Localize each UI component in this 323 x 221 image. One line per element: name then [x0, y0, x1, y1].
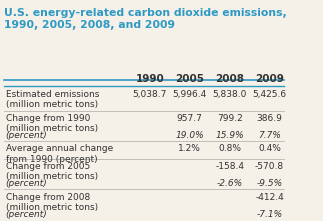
Text: -570.8: -570.8 — [255, 162, 284, 171]
Text: 957.7: 957.7 — [177, 114, 203, 123]
Text: (percent): (percent) — [6, 131, 47, 140]
Text: 5,425.6: 5,425.6 — [253, 90, 287, 99]
Text: 1990: 1990 — [135, 74, 164, 84]
Text: Change from 2008
(million metric tons): Change from 2008 (million metric tons) — [6, 192, 98, 212]
Text: -158.4: -158.4 — [215, 162, 244, 171]
Text: Average annual change
from 1990 (percent): Average annual change from 1990 (percent… — [6, 144, 113, 164]
Text: (percent): (percent) — [6, 210, 47, 219]
Text: 0.8%: 0.8% — [218, 144, 241, 153]
Text: 15.9%: 15.9% — [215, 131, 244, 140]
Text: 5,838.0: 5,838.0 — [213, 90, 247, 99]
Text: -7.1%: -7.1% — [256, 210, 283, 219]
Text: (percent): (percent) — [6, 179, 47, 188]
Text: -412.4: -412.4 — [255, 192, 284, 202]
Text: 19.0%: 19.0% — [175, 131, 204, 140]
Text: 2009: 2009 — [255, 74, 284, 84]
Text: 7.7%: 7.7% — [258, 131, 281, 140]
Text: Estimated emissions
(million metric tons): Estimated emissions (million metric tons… — [6, 90, 99, 109]
Text: Change from 1990
(million metric tons): Change from 1990 (million metric tons) — [6, 114, 98, 133]
Text: 2008: 2008 — [215, 74, 244, 84]
Text: 799.2: 799.2 — [217, 114, 243, 123]
Text: 5,038.7: 5,038.7 — [132, 90, 167, 99]
Text: -2.6%: -2.6% — [216, 179, 243, 188]
Text: 0.4%: 0.4% — [258, 144, 281, 153]
Text: -9.5%: -9.5% — [256, 179, 283, 188]
Text: 2005: 2005 — [175, 74, 204, 84]
Text: 386.9: 386.9 — [257, 114, 283, 123]
Text: Change from 2005
(million metric tons): Change from 2005 (million metric tons) — [6, 162, 98, 181]
Text: U.S. energy-related carbon dioxide emissions,
1990, 2005, 2008, and 2009: U.S. energy-related carbon dioxide emiss… — [4, 8, 287, 30]
Text: 5,996.4: 5,996.4 — [172, 90, 207, 99]
Text: 1.2%: 1.2% — [178, 144, 201, 153]
